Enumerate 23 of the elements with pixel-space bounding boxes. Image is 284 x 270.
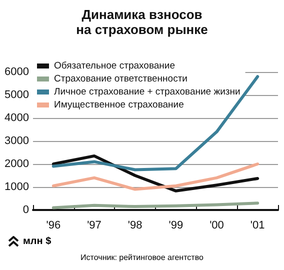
chart-title: Динамика взносов на страховом рынке: [76, 7, 208, 37]
x-tick-label: '98: [128, 220, 142, 232]
x-tick-label: '99: [168, 220, 184, 232]
x-tick-label: '01: [250, 220, 265, 232]
y-tick-label: 6000: [4, 66, 29, 78]
x-tick-label: '97: [87, 220, 102, 232]
y-axis-title: млн $: [23, 236, 52, 247]
legend-label: Личное страхование + страхование жизни: [54, 86, 240, 98]
y-tick-label: 1000: [4, 181, 29, 193]
x-tick-label: '96: [46, 220, 61, 232]
legend-label: Обязательное страхование: [54, 60, 176, 72]
text: Источник: рейтинговое агентство: [80, 253, 204, 262]
y-tick-label: 0: [22, 204, 29, 216]
y-tick-label: 4000: [4, 112, 29, 124]
line-series: [52, 154, 260, 192]
legend-label: Страхование ответственности: [54, 74, 188, 84]
line-series: [52, 162, 260, 191]
y-tick-label: 3000: [4, 135, 29, 147]
y-tick-label: 5000: [4, 89, 29, 101]
line-series: [52, 75, 260, 172]
x-tick-label: '00: [210, 220, 224, 232]
legend-label: Имущественное страхование: [54, 100, 184, 110]
y-tick-label: 2000: [4, 158, 29, 170]
